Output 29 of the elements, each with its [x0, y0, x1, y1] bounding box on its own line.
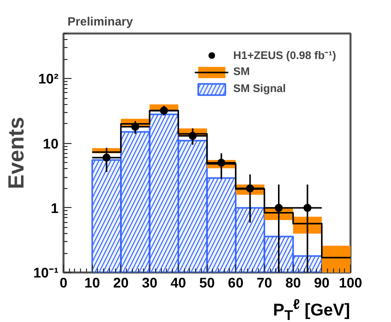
- legend-label: SM Signal: [233, 83, 286, 95]
- x-tick-label: 50: [199, 274, 215, 290]
- y-tick-label: 1: [50, 200, 59, 216]
- legend-label: SM: [233, 66, 251, 78]
- point: [160, 106, 168, 115]
- point: [102, 154, 111, 162]
- x-tick-label: 100: [338, 274, 362, 290]
- point: [217, 158, 226, 167]
- x-tick-label: 40: [170, 274, 186, 290]
- y-axis-title: Events: [3, 116, 28, 190]
- y-tick-label: 10²: [38, 70, 59, 87]
- x-tick-label: 60: [228, 274, 244, 290]
- x-tick-label: 0: [60, 274, 68, 290]
- point: [274, 204, 283, 212]
- legend-label: H1+ZEUS (0.98 fb⁻¹): [233, 49, 336, 62]
- x-tick-label: 70: [256, 274, 272, 290]
- x-tick-label: 10: [84, 274, 100, 290]
- x-tick-label: 90: [314, 274, 330, 290]
- y-tick-label: 10⁻¹: [33, 264, 59, 280]
- point: [188, 132, 197, 140]
- chart-title: Preliminary: [68, 14, 134, 28]
- x-tick-label: 30: [142, 274, 158, 290]
- x-axis-title: P$_{T}$$^{ℓ}$ [GeV]: [273, 297, 350, 322]
- x-tick-label: 80: [285, 274, 302, 290]
- y-tick-label: 10: [42, 135, 59, 152]
- point: [246, 184, 254, 192]
- point: [131, 122, 140, 131]
- x-tick-label: 20: [113, 274, 129, 290]
- point: [303, 204, 312, 212]
